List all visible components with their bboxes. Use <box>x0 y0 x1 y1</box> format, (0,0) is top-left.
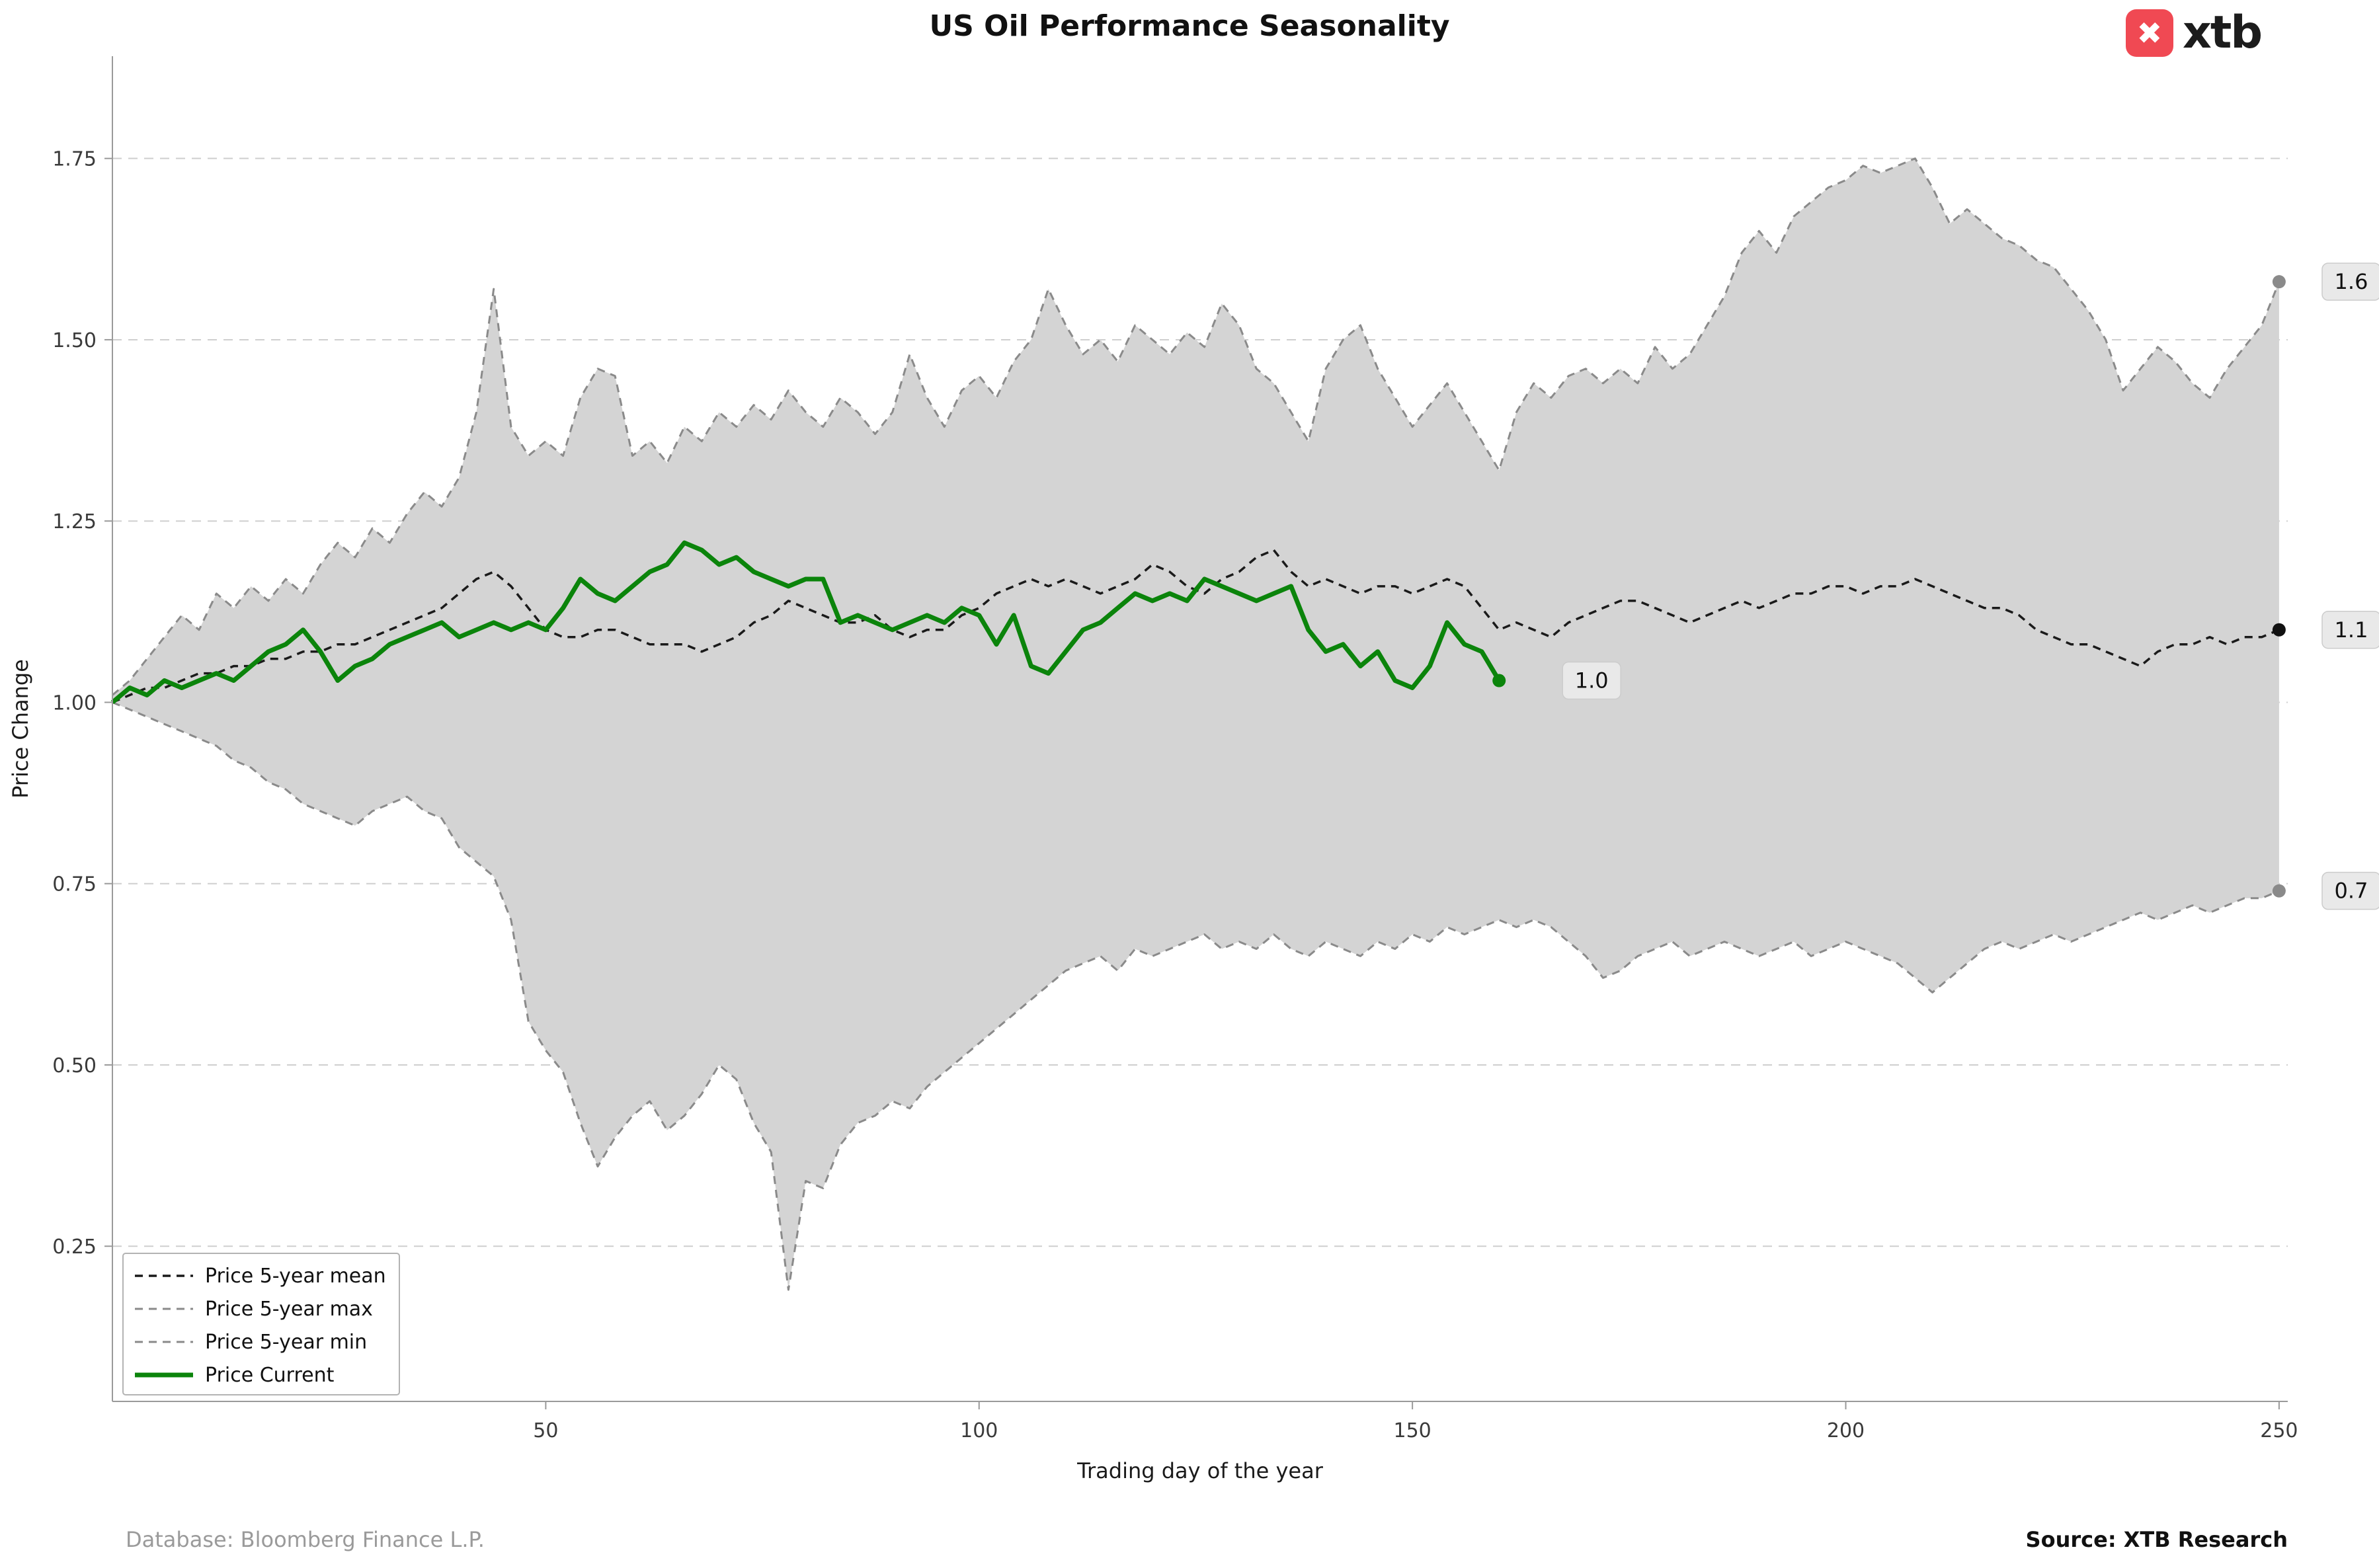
x-tick-label: 50 <box>533 1419 558 1442</box>
source-credit: Source: XTB Research <box>2025 1527 2288 1552</box>
xtb-logo-text: xtb <box>2182 7 2263 59</box>
legend-label-current: Price Current <box>205 1364 335 1387</box>
x-tick-label: 150 <box>1394 1419 1431 1442</box>
x-axis-label: Trading day of the year <box>1076 1458 1324 1483</box>
legend-label-max: Price 5-year max <box>205 1298 373 1321</box>
value-label-box <box>2321 262 2379 301</box>
value-label: 1.6 <box>2335 269 2368 294</box>
y-axis-label: Price Change <box>8 659 33 799</box>
xtb-logo: ✖ xtb <box>2125 7 2263 59</box>
legend-label-min: Price 5-year min <box>205 1331 367 1354</box>
x-tick-label: 200 <box>1827 1419 1865 1442</box>
end-dot-1.6 <box>2272 275 2286 289</box>
y-tick-label: 0.75 <box>52 873 97 896</box>
minmax-band <box>112 158 2279 1290</box>
value-label-box <box>2321 611 2379 649</box>
y-tick-label: 0.25 <box>52 1235 97 1259</box>
end-dot-0.7 <box>2272 884 2286 898</box>
x-tick-label: 250 <box>2260 1419 2298 1442</box>
value-label: 1.0 <box>1575 668 1609 693</box>
legend-label-mean: Price 5-year mean <box>205 1265 386 1288</box>
y-tick-label: 1.50 <box>52 329 97 352</box>
y-tick-label: 1.25 <box>52 510 97 533</box>
end-dot-1.1 <box>2272 623 2286 637</box>
xtb-logo-icon: ✖ <box>2125 9 2173 57</box>
y-tick-label: 1.75 <box>52 148 97 171</box>
value-label-box <box>2321 871 2379 910</box>
x-tick-label: 100 <box>960 1419 998 1442</box>
value-label-box <box>1562 661 1621 700</box>
y-tick-label: 0.50 <box>52 1054 97 1078</box>
y-tick-label: 1.00 <box>52 691 97 715</box>
value-label: 1.1 <box>2335 617 2368 643</box>
series-current <box>110 540 1502 705</box>
legend: Price 5-year mean Price 5-year max Price 5… <box>122 1253 400 1395</box>
legend-box <box>122 1253 400 1395</box>
seasonality-chart: 0.25 0.50 0.75 1.00 1.25 1.50 1.75 50 100 150 200 2… <box>8 56 2379 1483</box>
database-credit: Database: Bloomberg Finance L.P. <box>126 1527 485 1552</box>
page-title: US Oil Performance Seasonality <box>929 9 1450 43</box>
end-dot-1.0 <box>1492 674 1506 687</box>
value-label: 0.7 <box>2335 879 2368 904</box>
series-min <box>112 701 2280 1291</box>
